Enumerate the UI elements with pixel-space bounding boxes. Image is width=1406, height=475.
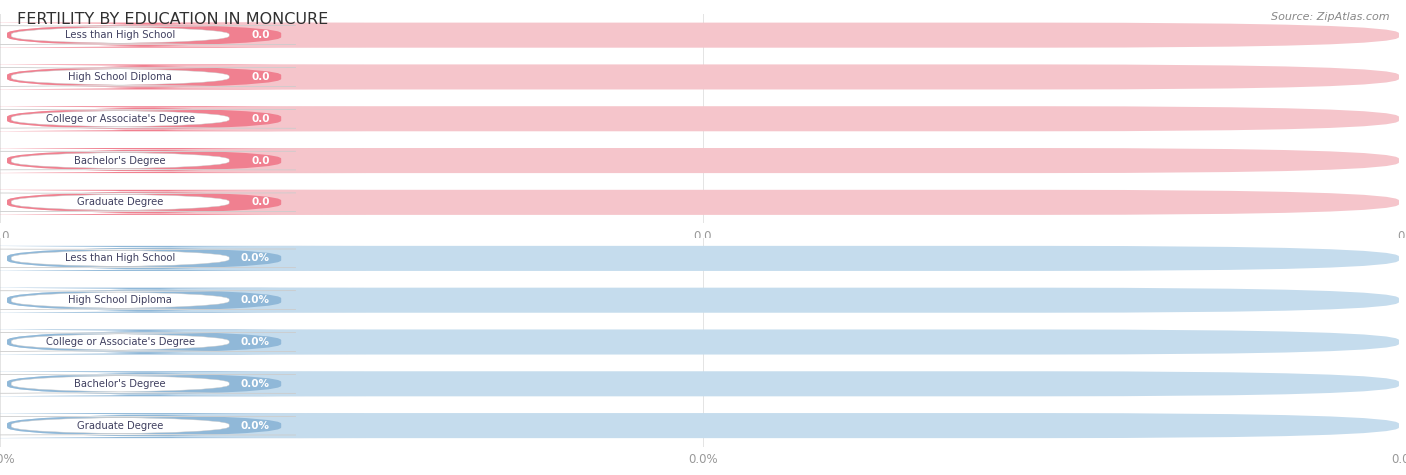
Text: Bachelor's Degree: Bachelor's Degree [75,379,166,389]
Text: 0.0: 0.0 [252,155,270,166]
FancyBboxPatch shape [0,330,366,354]
Text: FERTILITY BY EDUCATION IN MONCURE: FERTILITY BY EDUCATION IN MONCURE [17,12,328,27]
Text: 0.0: 0.0 [0,229,10,243]
FancyBboxPatch shape [7,371,1399,396]
Text: 0.0%: 0.0% [240,337,270,347]
FancyBboxPatch shape [7,413,1399,438]
FancyBboxPatch shape [7,148,1399,173]
FancyBboxPatch shape [0,246,366,271]
FancyBboxPatch shape [7,330,1399,354]
FancyBboxPatch shape [7,246,1399,271]
FancyBboxPatch shape [0,332,295,352]
FancyBboxPatch shape [0,413,366,438]
Text: Less than High School: Less than High School [65,253,176,264]
Text: 0.0%: 0.0% [240,253,270,264]
Text: 0.0%: 0.0% [688,453,718,466]
FancyBboxPatch shape [0,109,295,128]
FancyBboxPatch shape [0,374,295,393]
FancyBboxPatch shape [7,190,1399,215]
Text: College or Associate's Degree: College or Associate's Degree [45,114,195,124]
FancyBboxPatch shape [0,288,366,313]
FancyBboxPatch shape [0,26,295,45]
FancyBboxPatch shape [7,23,1399,48]
Text: College or Associate's Degree: College or Associate's Degree [45,337,195,347]
Text: 0.0: 0.0 [252,114,270,124]
Text: High School Diploma: High School Diploma [69,72,172,82]
Text: 0.0%: 0.0% [240,420,270,431]
Text: Graduate Degree: Graduate Degree [77,197,163,208]
Text: Bachelor's Degree: Bachelor's Degree [75,155,166,166]
FancyBboxPatch shape [0,23,366,48]
FancyBboxPatch shape [0,193,295,212]
FancyBboxPatch shape [0,151,295,170]
FancyBboxPatch shape [0,190,366,215]
FancyBboxPatch shape [0,249,295,268]
FancyBboxPatch shape [0,67,295,86]
Text: 0.0: 0.0 [252,72,270,82]
Text: 0.0%: 0.0% [0,453,15,466]
Text: 0.0: 0.0 [693,229,713,243]
Text: Less than High School: Less than High School [65,30,176,40]
FancyBboxPatch shape [0,148,366,173]
Text: Source: ZipAtlas.com: Source: ZipAtlas.com [1271,12,1389,22]
Text: 0.0%: 0.0% [240,295,270,305]
FancyBboxPatch shape [0,65,366,89]
Text: 0.0: 0.0 [1396,229,1406,243]
FancyBboxPatch shape [0,106,366,131]
FancyBboxPatch shape [7,65,1399,89]
FancyBboxPatch shape [0,291,295,310]
Text: 0.0%: 0.0% [240,379,270,389]
FancyBboxPatch shape [0,371,366,396]
Text: 0.0: 0.0 [252,30,270,40]
FancyBboxPatch shape [0,416,295,435]
Text: High School Diploma: High School Diploma [69,295,172,305]
Text: 0.0%: 0.0% [1391,453,1406,466]
Text: Graduate Degree: Graduate Degree [77,420,163,431]
FancyBboxPatch shape [7,288,1399,313]
FancyBboxPatch shape [7,106,1399,131]
Text: 0.0: 0.0 [252,197,270,208]
